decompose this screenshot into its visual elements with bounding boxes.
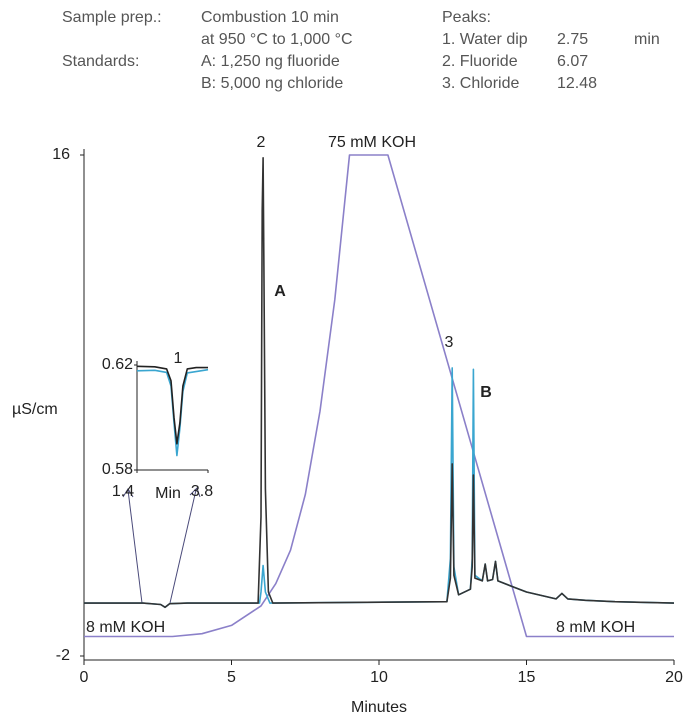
annotation: B [480,384,492,401]
time-unit: min [634,31,660,48]
trace [84,157,675,609]
peak-name: 3. Chloride [442,75,519,92]
inset-y-tick-label: 0.62 [102,356,133,373]
inset-annotation: 1 [174,350,183,367]
inset-arrows [122,487,201,604]
inset-trace [136,365,208,445]
header-text: at 950 °C to 1,000 °C [201,31,353,48]
peak-time: 6.07 [557,53,588,70]
header-label: Standards: [62,53,139,70]
peak-name: 1. Water dip [442,31,528,48]
x-axis-label: Minutes [351,699,407,716]
inset-x-label: Min [155,485,181,502]
header-label: Peaks: [442,9,491,26]
peak-name: 2. Fluoride [442,53,518,70]
annotation: A [274,283,286,300]
peak-time: 2.75 [557,31,588,48]
header-text: A: 1,250 ng fluoride [201,53,340,70]
annotation: 8 mM KOH [86,619,165,636]
header-label: Sample prep.: [62,9,162,26]
peak-time: 12.48 [557,75,597,92]
inset-y-tick-label: 0.58 [102,461,133,478]
inset-x-tick-label: 3.8 [191,483,213,500]
x-tick-label: 0 [80,669,89,686]
x-tick-label: 15 [518,669,536,686]
y-tick-label: -2 [56,647,70,664]
annotation: 2 [257,134,266,151]
y-axis-label: µS/cm [12,401,58,418]
x-tick-label: 10 [370,669,388,686]
annotation: 75 mM KOH [328,134,416,151]
annotation: 8 mM KOH [556,619,635,636]
header-text: Combustion 10 min [201,9,339,26]
annotation: 3 [445,334,454,351]
trace [84,154,674,638]
y-tick-label: 16 [52,146,70,163]
header-text: B: 5,000 ng chloride [201,75,343,92]
x-tick-label: 20 [665,669,683,686]
x-tick-label: 5 [227,669,236,686]
inset-trace [136,368,209,457]
inset-x-tick-label: 1.4 [112,483,134,500]
